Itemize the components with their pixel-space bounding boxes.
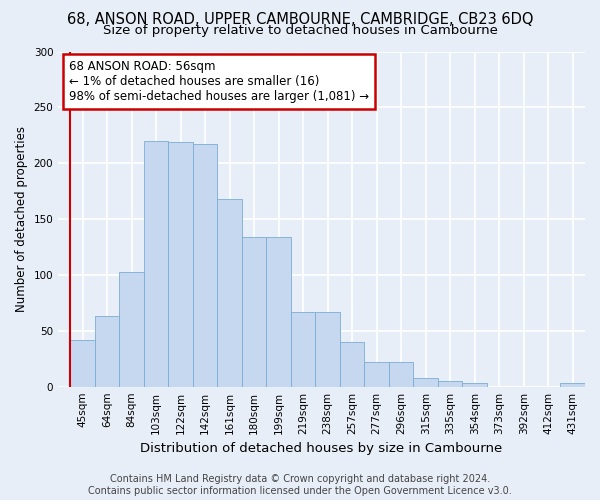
Bar (169, 142, 193, 386)
Text: 68, ANSON ROAD, UPPER CAMBOURNE, CAMBRIDGE, CB23 6DQ: 68, ANSON ROAD, UPPER CAMBOURNE, CAMBRID… (67, 12, 533, 28)
Bar (291, 312, 316, 386)
Text: Size of property relative to detached houses in Cambourne: Size of property relative to detached ho… (103, 24, 497, 37)
X-axis label: Distribution of detached houses by size in Cambourne: Distribution of detached houses by size … (140, 442, 503, 455)
Bar (193, 144, 217, 386)
Bar (217, 199, 242, 386)
Bar (144, 141, 169, 386)
Bar (560, 384, 585, 386)
Bar (316, 312, 340, 386)
Bar (266, 237, 291, 386)
Bar (70, 340, 95, 386)
Text: Contains HM Land Registry data © Crown copyright and database right 2024.
Contai: Contains HM Land Registry data © Crown c… (88, 474, 512, 496)
Bar (463, 384, 487, 386)
Bar (119, 272, 144, 386)
Bar (438, 381, 463, 386)
Bar (95, 316, 119, 386)
Bar (242, 237, 266, 386)
Bar (413, 378, 438, 386)
Text: 68 ANSON ROAD: 56sqm
← 1% of detached houses are smaller (16)
98% of semi-detach: 68 ANSON ROAD: 56sqm ← 1% of detached ho… (69, 60, 369, 103)
Bar (340, 342, 364, 386)
Y-axis label: Number of detached properties: Number of detached properties (15, 126, 28, 312)
Bar (389, 362, 413, 386)
Bar (364, 362, 389, 386)
